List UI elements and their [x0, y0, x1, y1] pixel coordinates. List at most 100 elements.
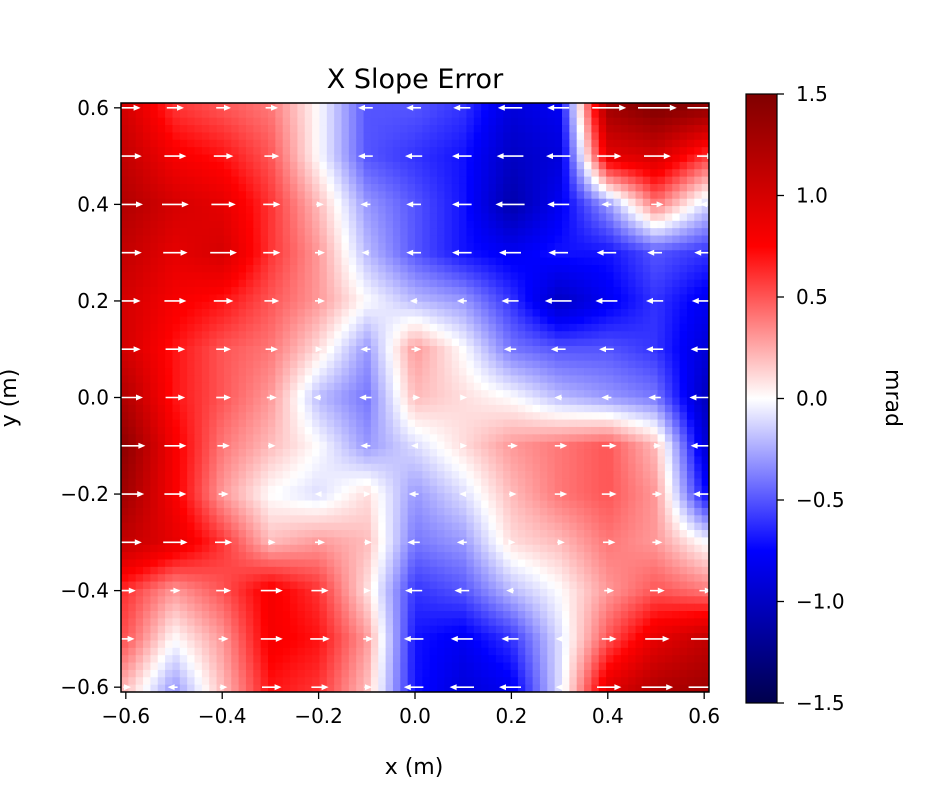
heatmap-cell: [539, 264, 548, 273]
heatmap-cell: [245, 257, 254, 266]
heatmap-cell: [150, 279, 159, 288]
heatmap-cell: [407, 456, 416, 465]
heatmap-cell: [135, 183, 144, 192]
heatmap-cell: [334, 544, 343, 553]
heatmap-cell: [179, 272, 188, 281]
heatmap-cell: [539, 530, 548, 538]
heatmap-cell: [495, 220, 504, 229]
heatmap-cell: [135, 154, 144, 163]
heatmap-cell: [282, 456, 291, 465]
heatmap-cell: [304, 257, 313, 266]
heatmap-cell: [356, 110, 365, 119]
heatmap-cell: [407, 412, 416, 421]
heatmap-cell: [282, 544, 291, 553]
heatmap-cell: [444, 183, 453, 192]
heatmap-cell: [385, 235, 394, 244]
heatmap-cell: [525, 368, 534, 377]
heatmap-cell: [253, 412, 262, 421]
heatmap-cell: [591, 301, 600, 310]
heatmap-cell: [642, 323, 651, 332]
heatmap-cell: [187, 176, 196, 185]
heatmap-cell: [370, 493, 379, 502]
heatmap-cell: [547, 287, 556, 296]
heatmap-cell: [628, 463, 637, 472]
heatmap-cell: [679, 390, 688, 399]
heatmap-cell: [664, 515, 673, 524]
heatmap-cell: [216, 220, 225, 229]
heatmap-cell: [503, 257, 512, 266]
heatmap-cell: [297, 110, 306, 119]
heatmap-cell: [194, 353, 203, 362]
heatmap-cell: [591, 125, 600, 134]
heatmap-cell: [304, 213, 313, 222]
heatmap-cell: [407, 323, 416, 332]
heatmap-cell: [481, 515, 490, 524]
heatmap-cell: [268, 316, 276, 325]
heatmap-cell: [245, 301, 254, 310]
heatmap-cell: [370, 147, 379, 156]
heatmap-cell: [422, 250, 431, 259]
heatmap-cell: [569, 485, 578, 494]
heatmap-cell: [488, 309, 497, 318]
heatmap-cell: [363, 471, 372, 480]
heatmap-cell: [562, 449, 570, 457]
heatmap-cell: [686, 250, 695, 259]
heatmap-cell: [128, 272, 137, 281]
heatmap-cell: [143, 117, 151, 126]
heatmap-cell: [569, 213, 578, 222]
heatmap-cell: [539, 412, 548, 421]
heatmap-cell: [672, 345, 681, 354]
heatmap-cell: [517, 323, 526, 332]
heatmap-cell: [672, 301, 681, 310]
heatmap-cell: [363, 176, 372, 185]
heatmap-cell: [650, 493, 659, 502]
heatmap-cell: [415, 368, 423, 377]
heatmap-cell: [341, 353, 350, 362]
heatmap-cell: [216, 213, 225, 222]
heatmap-cell: [466, 206, 475, 215]
heatmap-cell: [245, 110, 254, 119]
heatmap-cell: [187, 471, 196, 480]
heatmap-cell: [392, 287, 401, 296]
heatmap-cell: [664, 242, 673, 251]
heatmap-cell: [620, 522, 629, 531]
heatmap-cell: [157, 530, 166, 538]
heatmap-cell: [356, 139, 365, 148]
heatmap-cell: [569, 110, 578, 119]
heatmap-cell: [348, 125, 357, 134]
heatmap-cell: [238, 117, 247, 126]
heatmap-cell: [510, 544, 519, 553]
heatmap-cell: [165, 132, 174, 141]
heatmap-cell: [415, 309, 423, 318]
heatmap-cell: [238, 139, 247, 148]
heatmap-cell: [179, 426, 188, 435]
heatmap-cell: [635, 441, 644, 450]
heatmap-cell: [348, 264, 357, 273]
heatmap-cell: [613, 272, 622, 281]
heatmap-cell: [422, 338, 431, 347]
heatmap-cell: [407, 522, 416, 531]
heatmap-cell: [481, 154, 490, 163]
heatmap-cell: [481, 301, 490, 310]
heatmap-cell: [348, 132, 357, 141]
heatmap-cell: [532, 125, 541, 134]
heatmap-cell: [334, 110, 343, 119]
heatmap-cell: [268, 338, 276, 347]
heatmap-cell: [312, 463, 321, 472]
heatmap-cell: [539, 544, 548, 553]
heatmap-cell: [143, 139, 151, 148]
heatmap-cell: [584, 301, 592, 310]
heatmap-cell: [598, 206, 607, 215]
heatmap-cell: [451, 154, 460, 163]
heatmap-cell: [179, 242, 188, 251]
heatmap-cell: [179, 110, 188, 119]
heatmap-cell: [598, 537, 607, 546]
heatmap-cell: [385, 198, 394, 207]
heatmap-cell: [121, 176, 129, 185]
heatmap-cell: [392, 169, 401, 178]
heatmap-cell: [326, 412, 335, 421]
heatmap-cell: [407, 309, 416, 318]
heatmap-cell: [488, 206, 497, 215]
heatmap-cell: [525, 191, 534, 200]
heatmap-cell: [150, 161, 159, 170]
